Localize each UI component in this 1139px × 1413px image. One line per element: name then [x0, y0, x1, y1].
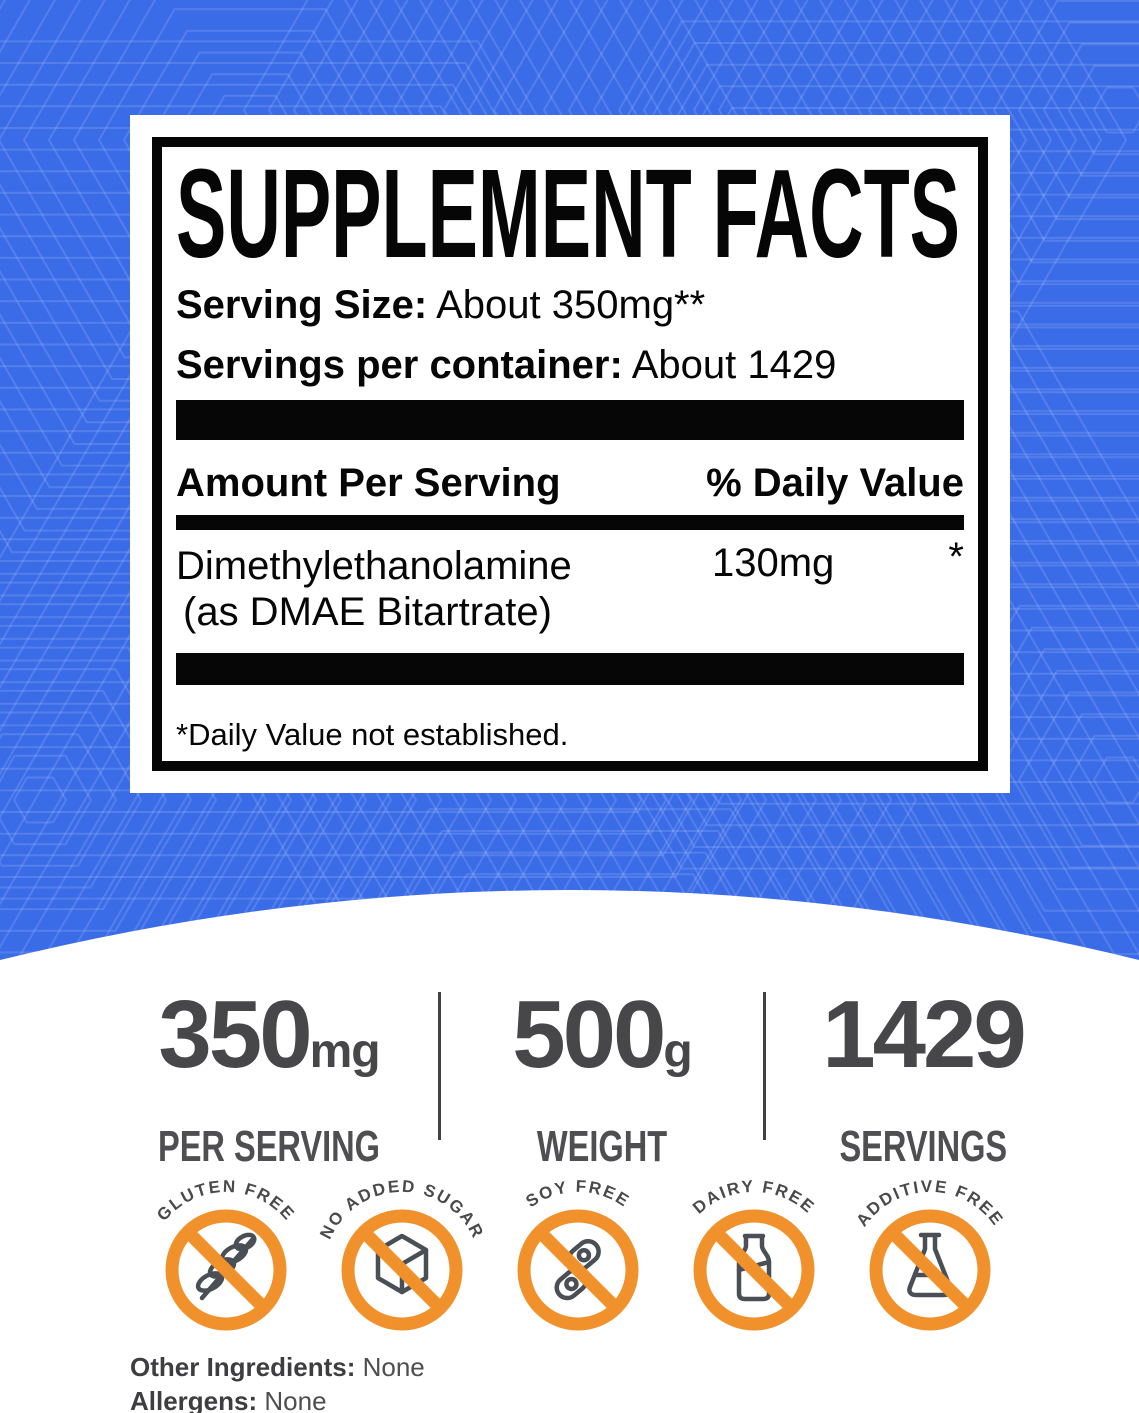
stat-label: SERVINGS — [839, 1122, 1007, 1171]
stat-divider — [763, 992, 766, 1140]
prohibition-slash — [358, 1227, 445, 1313]
stat-label: WEIGHT — [536, 1122, 668, 1171]
stat-weight: 500g WEIGHT — [441, 987, 763, 1172]
dairy-free-badge: DAIRY FREE — [689, 1177, 816, 1331]
serving-size-label: Serving Size: — [176, 283, 428, 327]
stat-per-serving: 350mg PER SERVING — [100, 987, 438, 1172]
prohibition-ring — [165, 1209, 286, 1331]
white-dome-curve — [0, 890, 1139, 1413]
prohibition-ring — [517, 1209, 638, 1331]
other-ingredients-value: None — [362, 1352, 425, 1382]
servings-per-container-row: Servings per container: About 1429 — [176, 343, 964, 388]
other-ingredients-label: Other Ingredients: — [130, 1352, 356, 1382]
additive-free-badge: ADDITIVE FREE — [852, 1177, 1005, 1331]
allergens-row: Allergens: None — [130, 1384, 425, 1413]
supplement-facts-card: SUPPLEMENT FACTS Serving Size: About 350… — [130, 115, 1010, 793]
serving-size-row: Serving Size: About 350mg** — [176, 283, 964, 328]
footer-notes: Other Ingredients: None Allergens: None — [130, 1350, 425, 1413]
svg-text:NO ADDED SUGAR: NO ADDED SUGAR — [316, 1177, 488, 1242]
svg-text:SOY FREE: SOY FREE — [522, 1177, 633, 1211]
daily-value-header: % Daily Value — [706, 461, 964, 505]
badge-label: NO ADDED SUGAR — [316, 1177, 486, 1242]
allergens-label: Allergens: — [130, 1386, 258, 1413]
stat-number: 500g — [512, 987, 693, 1106]
prohibition-ring — [341, 1209, 462, 1331]
prohibition-slash — [182, 1227, 269, 1313]
stat-value: 1429 — [822, 981, 1027, 1088]
prohibition-ring — [693, 1209, 814, 1331]
ingredient-name-line2: (as DMAE Bitartrate) — [183, 590, 552, 634]
gluten-free-badge: GLUTEN FREE — [153, 1177, 296, 1331]
card-border: SUPPLEMENT FACTS Serving Size: About 350… — [152, 137, 988, 771]
separator-bar-bottom — [176, 653, 964, 685]
card-content: SUPPLEMENT FACTS Serving Size: About 350… — [162, 147, 978, 761]
table-header-row: Amount Per Serving % Daily Value — [176, 461, 964, 506]
highlight-stats: 350mg PER SERVING 500g WEIGHT 1429 SERVI… — [100, 987, 1080, 1172]
servings-per-container-label: Servings per container: — [176, 343, 623, 387]
separator-bar-thin — [176, 515, 964, 530]
badge-label: SOY FREE — [522, 1177, 631, 1211]
daily-value-footnote: *Daily Value not established. — [176, 717, 569, 752]
free-from-badges: GLUTEN FREE NO ADDED SUGAR — [8, 1172, 1139, 1338]
allergens-value: None — [264, 1386, 327, 1413]
prohibition-slash — [534, 1227, 621, 1313]
ingredient-amount: 130mg — [712, 541, 835, 585]
amount-per-serving-header: Amount Per Serving — [176, 461, 561, 505]
serving-size-value: About 350mg** — [436, 283, 706, 327]
no-added-sugar-badge: NO ADDED SUGAR — [316, 1177, 488, 1331]
stat-value: 500 — [512, 981, 666, 1088]
other-ingredients-row: Other Ingredients: None — [130, 1350, 425, 1384]
prohibition-ring — [869, 1209, 990, 1331]
stat-unit: g — [663, 1025, 692, 1078]
ingredient-name-line1: Dimethylethanolamine — [176, 544, 572, 588]
title-text: SUPPLEMENT FACTS — [176, 165, 960, 263]
prohibition-slash — [710, 1227, 797, 1313]
stat-number: 1429 — [822, 987, 1027, 1106]
stat-value: 350 — [158, 981, 312, 1088]
ingredient-name: Dimethylethanolamine (as DMAE Bitartrate… — [176, 543, 572, 635]
separator-bar-thick — [176, 400, 964, 440]
stat-servings: 1429 SERVINGS — [766, 987, 1080, 1172]
prohibition-slash — [886, 1227, 973, 1313]
ingredient-daily-value: * — [948, 535, 964, 579]
stat-label: PER SERVING — [158, 1122, 380, 1171]
stat-divider — [438, 992, 441, 1140]
supplement-facts-title: SUPPLEMENT FACTS — [176, 165, 960, 263]
servings-per-container-value: About 1429 — [631, 343, 837, 387]
stat-number: 350mg — [158, 987, 381, 1106]
stat-unit: mg — [309, 1025, 381, 1078]
soy-free-badge: SOY FREE — [517, 1177, 638, 1331]
